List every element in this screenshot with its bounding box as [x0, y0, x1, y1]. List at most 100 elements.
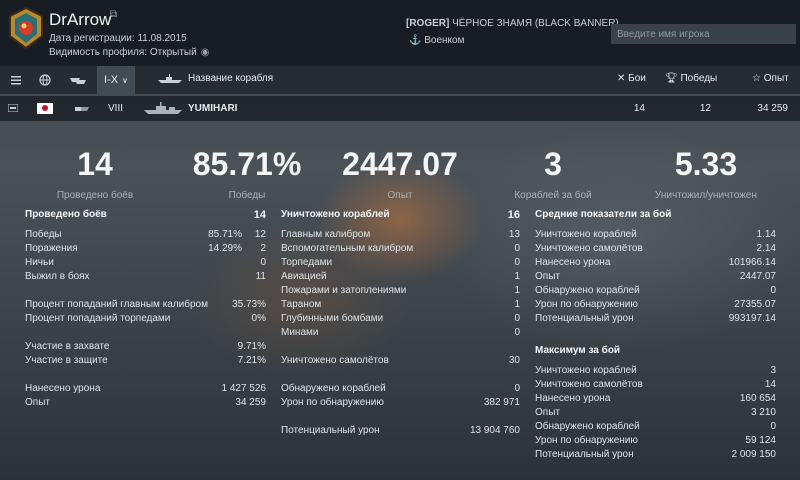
row-label: Уничтожено самолётов — [281, 355, 389, 366]
row-value: 993197.14 — [728, 313, 776, 324]
row-value: 1 427 526 — [221, 383, 267, 394]
table-row: Уничтожено самолётов 30 — [281, 355, 524, 369]
ship-image — [144, 102, 182, 114]
ship-class-icon[interactable] — [8, 72, 24, 88]
row-percent: 85.71% — [208, 229, 242, 240]
col1-header: Проведено боёв 14 — [25, 209, 270, 223]
row-value: 2.14 — [756, 243, 776, 254]
ship-xp: 34 259 — [757, 103, 788, 114]
summary-xp-value: 2447.07 — [342, 146, 458, 182]
col1-header-value: 14 — [253, 209, 266, 221]
ship-name: YUMIHARI — [188, 103, 238, 114]
table-row: Опыт 3 210 — [535, 407, 780, 421]
xp-sort-label: Опыт — [763, 73, 789, 84]
row-label: Выжил в боях — [25, 271, 90, 282]
row-value: 2 — [260, 243, 266, 254]
summary-winrate-value: 85.71% — [192, 146, 302, 182]
clan-tag[interactable]: [ROGER] — [406, 18, 450, 29]
table-row: Процент попаданий главным калибром 35.73… — [25, 299, 270, 313]
row-label: Торпедами — [281, 257, 333, 268]
copy-link-icon[interactable]: ⧉ — [110, 9, 118, 20]
chevron-down-icon: ∨ — [122, 75, 128, 85]
table-row: Нанесено урона 101966.14 — [535, 257, 780, 271]
table-row: Глубинными бомбами 0 — [281, 313, 524, 327]
summary-winrate-label: Победы — [228, 190, 266, 201]
table-row: Потенциальный урон 993197.14 — [535, 313, 780, 327]
row-value: 13 — [508, 229, 520, 240]
row-percent: 14.29% — [208, 243, 242, 254]
row-label: Обнаружено кораблей — [535, 285, 640, 296]
row-value: 2447.07 — [739, 271, 776, 282]
row-value: 12 — [254, 229, 266, 240]
row-value: 0 — [514, 383, 520, 394]
clan-rank-label: Военком — [424, 35, 465, 46]
table-row: Уничтожено кораблей 3 — [535, 365, 780, 379]
tier-filter-dropdown[interactable]: I-X ∨ — [97, 66, 135, 94]
table-row: Обнаружено кораблей 0 — [281, 383, 524, 397]
summary-battles-label: Проведено боёв — [56, 190, 134, 201]
row-value: 13 904 760 — [469, 425, 520, 436]
row-value: 3 — [770, 365, 776, 376]
table-row: Урон по обнаружению 382 971 — [281, 397, 524, 411]
profile-header: DrArrow ⧉ Дата регистрации: 11.08.2015 В… — [0, 0, 800, 66]
table-row: Потенциальный урон 13 904 760 — [281, 425, 524, 439]
table-row: Урон по обнаружению 59 124 — [535, 435, 780, 449]
ships-icon[interactable] — [69, 72, 87, 88]
row-label: Обнаружено кораблей — [535, 421, 640, 432]
battles-sort[interactable]: ✕ Бои — [617, 73, 646, 84]
xp-sort[interactable]: ☆ Опыт — [752, 73, 789, 84]
row-value: 11 — [255, 271, 266, 282]
row-label: Поражения — [25, 243, 78, 254]
battles-sort-label: Бои — [628, 73, 646, 84]
wins-sort[interactable]: 🏆︎ Победы — [665, 73, 717, 84]
row-value: 27355.07 — [734, 299, 776, 310]
row-value: 2 009 150 — [731, 449, 777, 460]
table-row: Потенциальный урон 2 009 150 — [535, 449, 780, 463]
summary-kills-per-battle-label: Кораблей за бой — [514, 190, 592, 201]
row-label: Участие в захвате — [25, 341, 110, 352]
table-row: Вспомогательным калибром 0 — [281, 243, 524, 257]
tier-filter-label: I-X — [104, 74, 119, 86]
row-value: 0 — [770, 285, 776, 296]
row-label: Процент попаданий главным калибром — [25, 299, 208, 310]
ship-wins: 12 — [699, 103, 711, 114]
row-label: Урон по обнаружению — [535, 435, 638, 446]
row-value: 0 — [514, 243, 520, 254]
row-value: 1 — [514, 285, 520, 296]
table-row: Выжил в боях 11 — [25, 271, 270, 285]
row-label: Ничьи — [25, 257, 54, 268]
table-row: Нанесено урона 160 654 — [535, 393, 780, 407]
ship-row[interactable] — [0, 96, 800, 121]
ship-name-sort[interactable]: Название корабля — [188, 73, 274, 84]
table-row: Уничтожено кораблей 1.14 — [535, 229, 780, 243]
table-row: Обнаружено кораблей 0 — [535, 285, 780, 299]
row-label: Потенциальный урон — [535, 313, 634, 324]
row-value: 3 210 — [750, 407, 776, 418]
globe-icon[interactable] — [37, 72, 53, 88]
star-icon: ☆ — [752, 73, 761, 84]
row-value: 101966.14 — [728, 257, 776, 268]
table-row: Торпедами 0 — [281, 257, 524, 271]
row-value: 14 — [764, 379, 776, 390]
table-row: Пожарами и затоплениями 1 — [281, 285, 524, 299]
row-value: 9.71% — [237, 341, 266, 352]
row-value: 1 — [514, 271, 520, 282]
clan-rank: ⚓ Военком — [409, 35, 464, 46]
row-label: Уничтожено самолётов — [535, 243, 643, 254]
row-label: Потенциальный урон — [535, 449, 634, 460]
anchor-icon: ⚓ — [409, 35, 422, 46]
summary-xp-label: Опыт — [387, 190, 413, 201]
row-label: Процент попаданий торпедами — [25, 313, 171, 324]
row-value: 34 259 — [235, 397, 266, 408]
row-label: Уничтожено самолётов — [535, 379, 643, 390]
clan-info[interactable]: [ROGER] ЧЁРНОЕ ЗНАМЯ (BLACK BANNER) — [406, 18, 619, 29]
table-row: Победы 85.71% 12 — [25, 229, 270, 243]
row-label: Уничтожено кораблей — [535, 365, 637, 376]
japan-flag-icon — [37, 103, 53, 114]
row-value: 1.14 — [756, 229, 776, 240]
row-value: 382 971 — [483, 397, 520, 408]
clan-name[interactable]: ЧЁРНОЕ ЗНАМЯ (BLACK BANNER) — [452, 18, 619, 29]
col1-header-label: Проведено боёв — [25, 209, 107, 220]
row-label: Участие в защите — [25, 355, 108, 366]
player-search-input[interactable] — [611, 24, 796, 44]
